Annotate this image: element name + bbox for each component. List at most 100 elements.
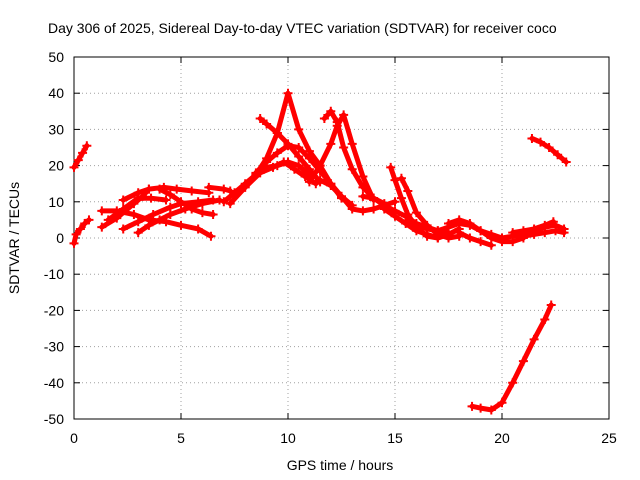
y-tick-label: 20 — [48, 158, 64, 174]
data-point — [326, 181, 336, 191]
data-point — [508, 378, 518, 388]
data-point — [75, 224, 85, 234]
x-axis-label: GPS time / hours — [287, 457, 394, 473]
data-point — [255, 114, 265, 124]
x-tick-label: 15 — [387, 430, 403, 446]
data-point — [358, 182, 368, 192]
data-point — [540, 228, 550, 238]
data-point — [262, 157, 272, 167]
data-point — [433, 226, 443, 236]
data-point — [390, 211, 400, 221]
data-point — [69, 162, 79, 172]
data-point — [326, 139, 336, 149]
series-arc-28 — [518, 226, 569, 241]
data-point — [411, 208, 421, 218]
data-point — [262, 119, 272, 129]
data-point — [536, 137, 546, 147]
data-point — [219, 197, 229, 207]
data-point — [208, 209, 218, 219]
series-path — [306, 112, 377, 203]
data-point — [118, 195, 128, 205]
y-tick-label: 30 — [48, 121, 64, 137]
data-point — [73, 155, 83, 165]
data-point — [476, 403, 486, 413]
grid — [74, 57, 609, 419]
data-point — [161, 195, 171, 205]
data-point — [559, 228, 569, 238]
y-axis-label: SDTVAR / TECUs — [6, 182, 22, 294]
data-point — [165, 209, 175, 219]
series-arc-5 — [103, 193, 171, 225]
data-point — [251, 168, 261, 178]
data-point — [369, 193, 379, 203]
data-point — [304, 177, 314, 187]
y-tick-label: -20 — [44, 302, 64, 318]
data-point — [508, 228, 518, 238]
axis-ticks: 0 5 10 15 20 25 -50 -40 -30 -20 -10 0 10 20 30 40 50 — [44, 49, 617, 446]
data-point — [279, 157, 289, 167]
data-point — [518, 356, 528, 366]
data-point — [133, 188, 143, 198]
series-arc-1 — [69, 141, 92, 172]
data-point — [411, 220, 421, 230]
data-point — [315, 161, 325, 171]
data-point — [118, 224, 128, 234]
data-point — [197, 199, 207, 209]
data-point — [204, 182, 214, 192]
data-point — [268, 162, 278, 172]
data-point — [332, 117, 342, 127]
data-point — [403, 186, 413, 196]
data-point — [118, 204, 128, 214]
data-point — [97, 206, 107, 216]
data-point — [347, 204, 357, 214]
data-point — [319, 114, 329, 124]
data-point — [486, 240, 496, 250]
y-tick-label: 10 — [48, 194, 64, 210]
data-point — [315, 175, 325, 185]
y-tick-label: 40 — [48, 85, 64, 101]
y-tick-label: -30 — [44, 339, 64, 355]
y-tick-label: -40 — [44, 375, 64, 391]
data-point — [240, 181, 250, 191]
series-arc-2 — [69, 215, 94, 248]
series-arc-16 — [304, 110, 379, 205]
data-point — [97, 222, 107, 232]
data-point — [379, 204, 389, 214]
y-tick-label: 50 — [48, 49, 64, 65]
data-point — [172, 184, 182, 194]
data-point — [347, 139, 357, 149]
data-point — [155, 215, 165, 225]
data-point — [553, 150, 563, 160]
data-point — [206, 231, 216, 241]
series-arc-30 — [467, 300, 556, 415]
data-point — [82, 141, 92, 151]
data-point — [337, 191, 346, 201]
x-tick-label: 25 — [601, 430, 617, 446]
data-point — [358, 206, 368, 216]
data-point — [187, 204, 197, 214]
data-point — [304, 153, 314, 163]
data-point — [548, 217, 558, 227]
y-tick-label: -50 — [44, 411, 64, 427]
series-arc-27 — [508, 217, 558, 238]
data-point — [155, 184, 165, 194]
x-tick-label: 10 — [280, 430, 296, 446]
data-point — [103, 215, 113, 225]
data-point — [386, 162, 396, 172]
x-tick-label: 5 — [177, 430, 185, 446]
series-path — [71, 143, 90, 170]
data-point — [497, 398, 507, 408]
data-point — [84, 215, 94, 225]
data-point — [551, 226, 560, 236]
data-point — [144, 220, 154, 230]
data-point — [467, 401, 477, 411]
data-point — [133, 217, 143, 227]
data-point — [193, 224, 203, 234]
series-arc-8 — [133, 195, 225, 238]
data-point — [339, 110, 349, 120]
data-point — [540, 314, 550, 324]
data-point — [347, 164, 357, 174]
data-point — [518, 231, 528, 241]
data-point — [546, 300, 556, 310]
